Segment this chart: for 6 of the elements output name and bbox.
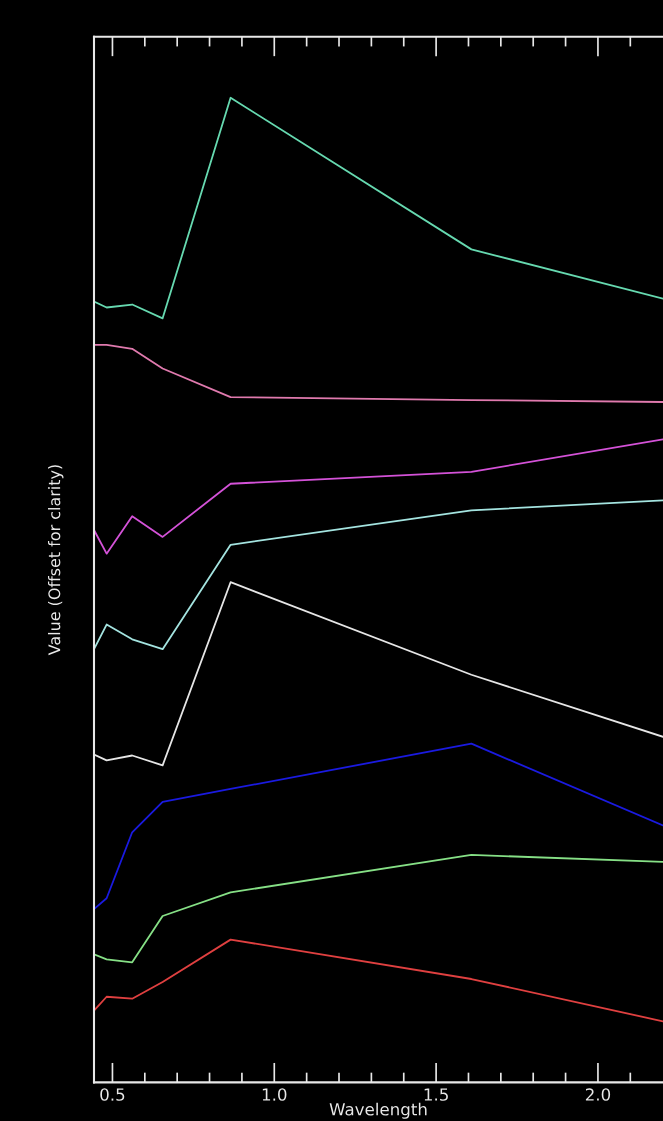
x-tick-label: 1.0 — [262, 1088, 287, 1101]
x-tick-label: 2.0 — [585, 1088, 611, 1101]
x-tick-label: 1.5 — [424, 1088, 448, 1101]
x-tick-label: 0.5 — [100, 1088, 125, 1101]
y-axis-title: Value (Offset for clarity) — [47, 465, 64, 656]
x-axis-title: Wavelength — [329, 1102, 427, 1119]
